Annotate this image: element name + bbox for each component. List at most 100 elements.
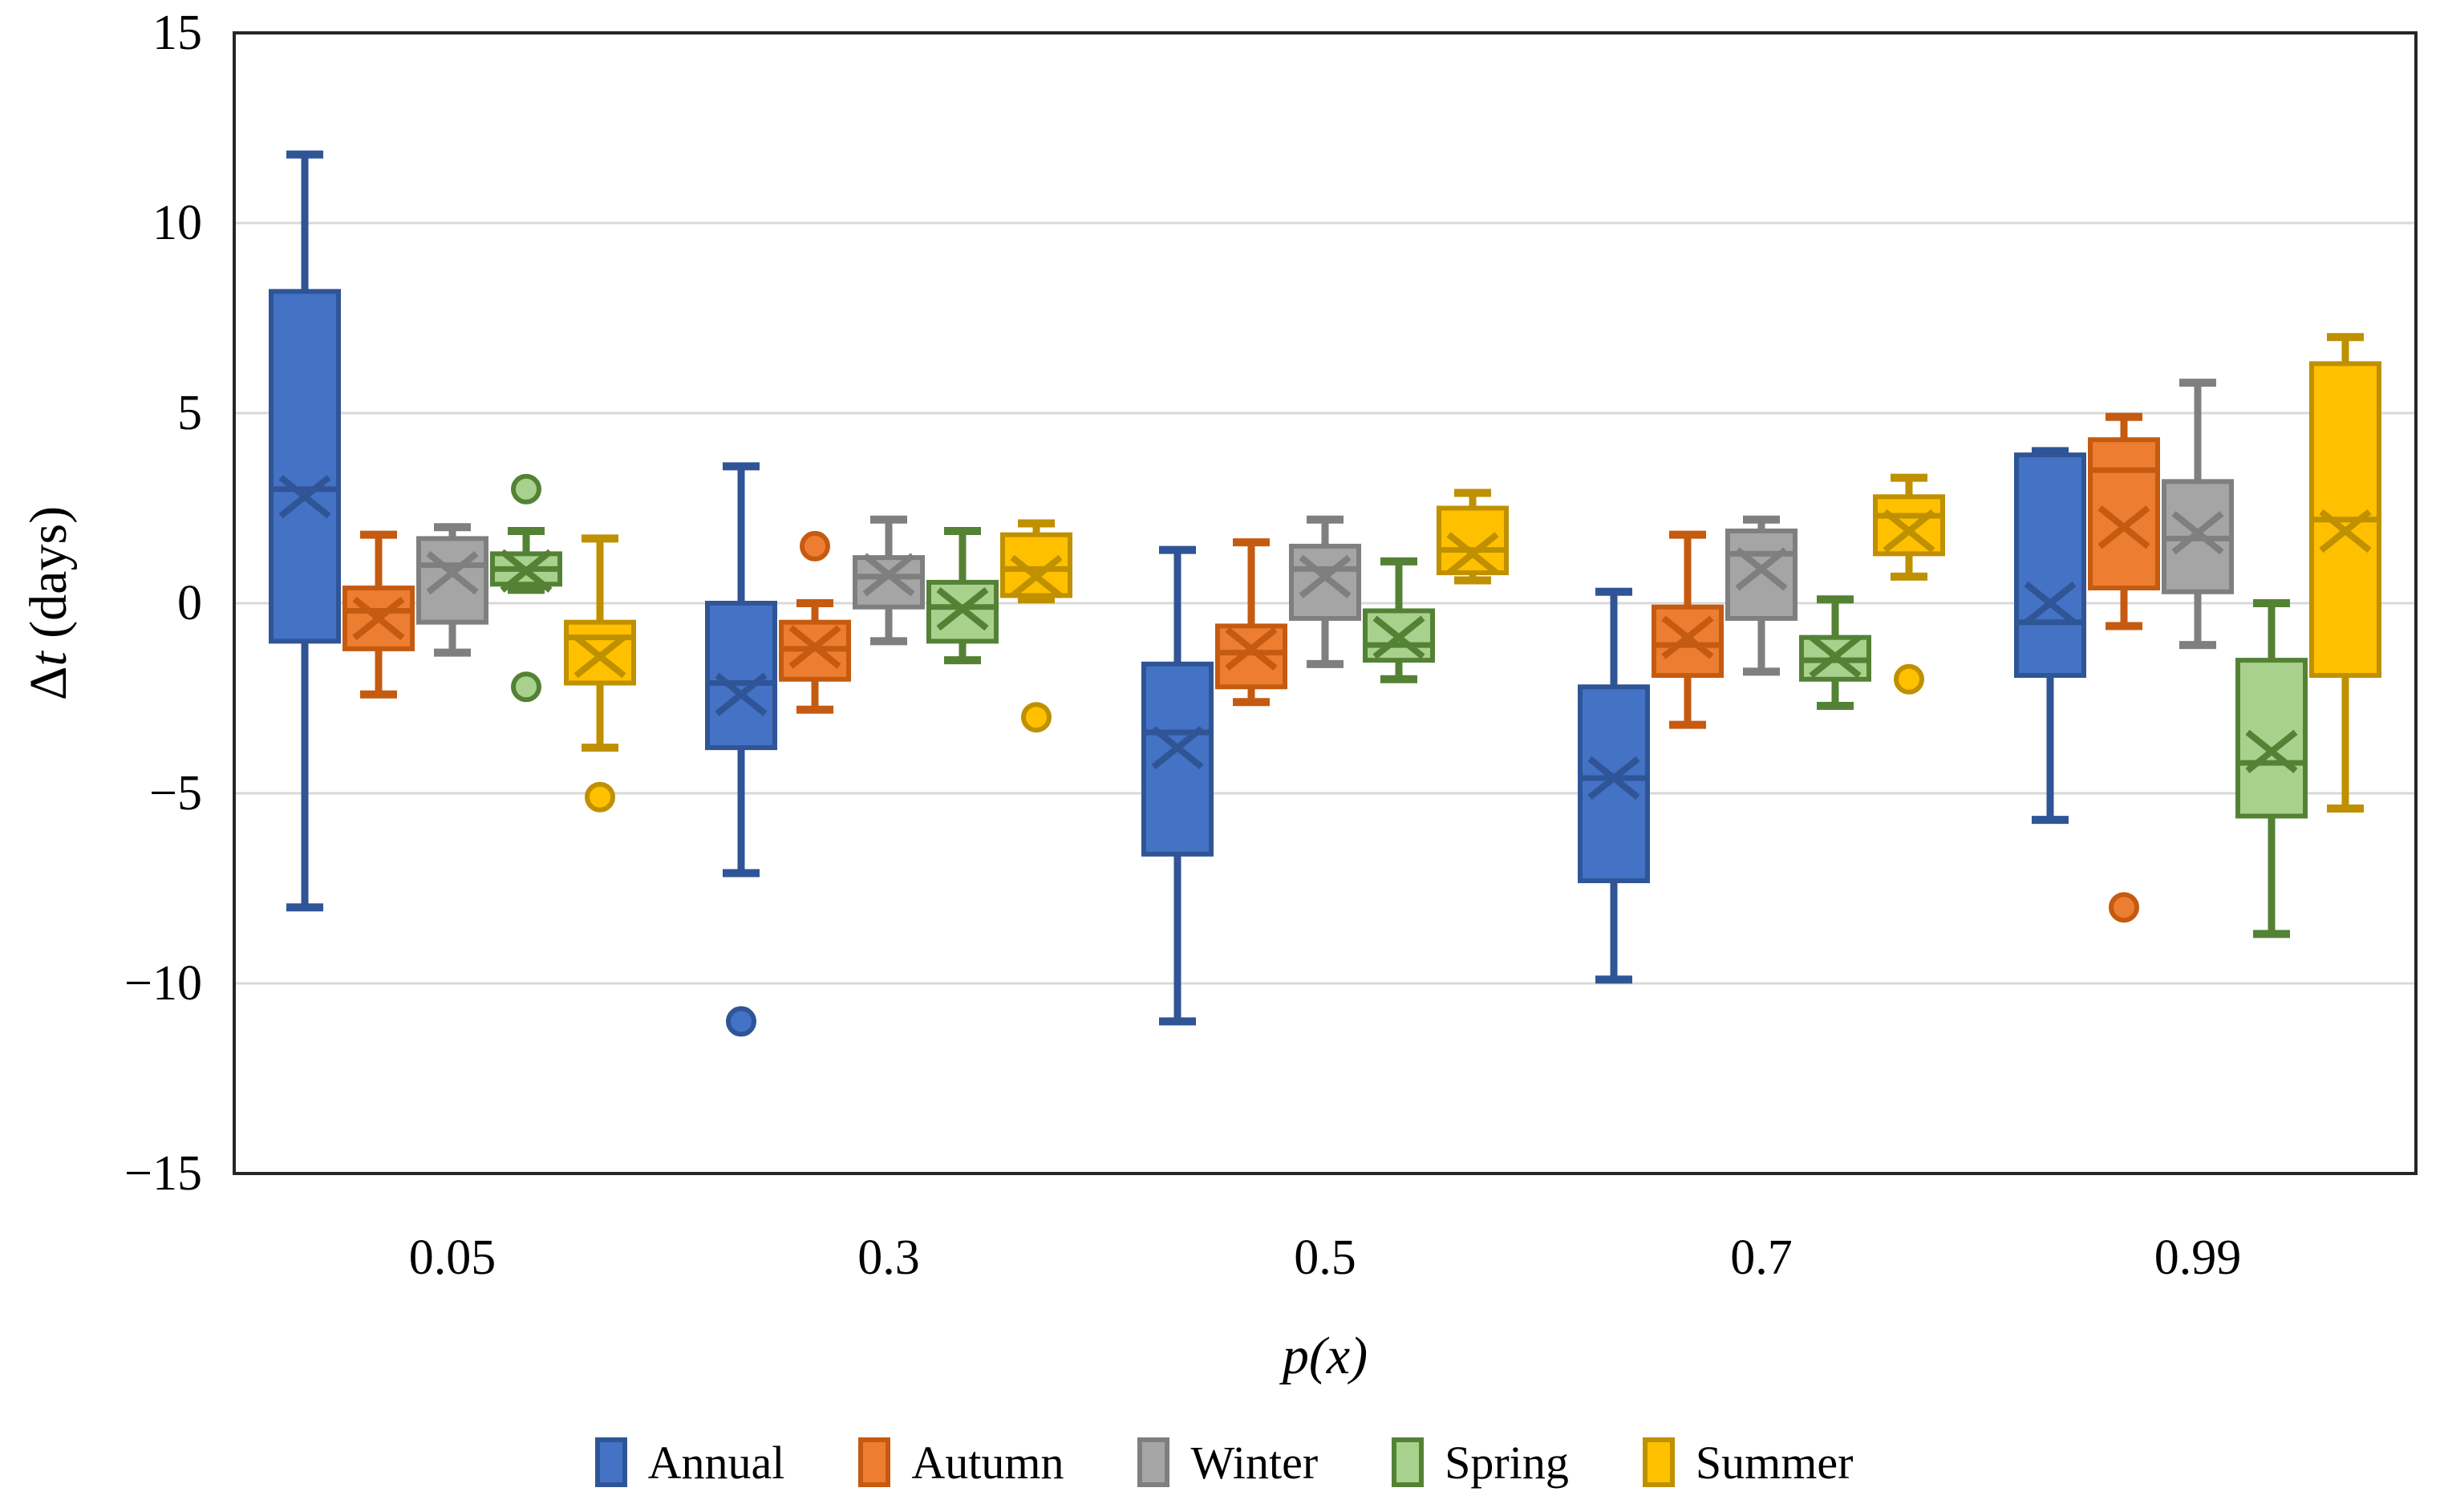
box-summer-0.3 xyxy=(1000,519,1072,733)
box-annual-0.7 xyxy=(1578,587,1650,984)
x-axis-title: p(x) xyxy=(1279,1327,1368,1385)
plot-border xyxy=(233,31,2418,1175)
legend-item-summer: Summer xyxy=(1642,1436,1854,1490)
mean-x-marker xyxy=(936,586,989,631)
legend-label-summer: Summer xyxy=(1695,1436,1854,1489)
box-spring-0.7 xyxy=(1799,595,1871,710)
y-tick-label: 10 xyxy=(152,196,202,250)
mean-x-marker xyxy=(1299,554,1352,598)
box-autumn-0.5 xyxy=(1215,538,1287,707)
outlier-point xyxy=(1021,702,1052,733)
mean-x-marker xyxy=(278,475,331,519)
outlier-point xyxy=(511,671,541,703)
iqr-box xyxy=(853,555,925,610)
iqr-box xyxy=(1725,528,1797,621)
legend-label-autumn: Autumn xyxy=(911,1436,1064,1489)
legend-item-annual: Annual xyxy=(594,1436,785,1490)
mean-x-marker xyxy=(1372,615,1425,659)
outlier-point xyxy=(800,530,830,561)
iqr-box xyxy=(1437,505,1509,576)
box-summer-0.05 xyxy=(564,534,636,813)
box-annual-0.05 xyxy=(269,150,341,912)
legend-swatch-summer xyxy=(1642,1437,1675,1487)
mean-x-marker xyxy=(2024,581,2077,626)
legend-item-spring: Spring xyxy=(1392,1436,1569,1490)
box-winter-0.7 xyxy=(1725,515,1797,676)
mean-x-marker xyxy=(2171,511,2224,555)
box-autumn-0.7 xyxy=(1652,530,1724,729)
x-tick-label: 0.5 xyxy=(1294,1230,1356,1285)
box-spring-0.3 xyxy=(926,526,999,665)
y-tick-label: −10 xyxy=(124,956,202,1011)
mean-x-marker xyxy=(1010,554,1063,598)
legend-label-spring: Spring xyxy=(1445,1436,1569,1489)
mean-x-marker xyxy=(1151,725,1204,770)
legend-swatch-autumn xyxy=(858,1437,891,1487)
iqr-box xyxy=(416,536,488,625)
y-tick-label: 15 xyxy=(152,6,202,60)
box-summer-0.5 xyxy=(1437,488,1509,585)
legend-swatch-spring xyxy=(1392,1437,1425,1487)
mean-x-marker xyxy=(1735,547,1788,591)
iqr-box xyxy=(2014,452,2086,679)
iqr-box xyxy=(2235,658,2308,819)
mean-x-marker xyxy=(862,553,915,597)
mean-x-marker xyxy=(352,596,405,641)
legend-label-winter: Winter xyxy=(1190,1436,1319,1489)
box-annual-0.5 xyxy=(1141,545,1214,1026)
legend-swatch-winter xyxy=(1137,1437,1170,1487)
x-tick-label: 0.7 xyxy=(1730,1230,1793,1285)
y-tick-label: 5 xyxy=(177,386,202,440)
box-autumn-0.05 xyxy=(342,530,415,699)
mean-x-marker xyxy=(573,634,626,679)
box-winter-0.5 xyxy=(1289,515,1361,668)
x-tick-label: 0.05 xyxy=(409,1230,496,1285)
iqr-box xyxy=(1873,494,1945,557)
outlier-point xyxy=(585,781,615,813)
iqr-box xyxy=(269,289,341,644)
mean-x-marker xyxy=(1883,509,1935,553)
iqr-box xyxy=(1141,661,1214,857)
legend-item-winter: Winter xyxy=(1137,1436,1318,1490)
box-winter-0.99 xyxy=(2162,379,2234,650)
mean-x-marker xyxy=(1809,634,1862,679)
mean-x-marker xyxy=(500,549,553,593)
y-axis-title: Δt (days) xyxy=(19,506,78,700)
box-annual-0.99 xyxy=(2014,447,2086,825)
x-tick-label: 0.3 xyxy=(857,1230,920,1285)
legend-label-annual: Annual xyxy=(647,1436,785,1489)
iqr-box xyxy=(1578,684,1650,884)
outlier-point xyxy=(511,473,541,505)
mean-x-marker xyxy=(2097,505,2150,549)
mean-x-marker xyxy=(788,625,841,669)
mean-x-marker xyxy=(1225,626,1278,671)
iqr-box xyxy=(2088,437,2160,591)
y-tick-label: 0 xyxy=(177,576,202,630)
box-spring-0.99 xyxy=(2235,599,2308,938)
box-winter-0.05 xyxy=(416,523,488,657)
legend-swatch-annual xyxy=(594,1437,627,1487)
y-tick-label: −15 xyxy=(124,1146,202,1201)
box-spring-0.05 xyxy=(490,473,562,703)
legend-item-autumn: Autumn xyxy=(858,1436,1064,1490)
outlier-point xyxy=(2109,892,2139,923)
iqr-box xyxy=(1000,532,1072,598)
mean-x-marker xyxy=(1446,532,1499,576)
box-summer-0.99 xyxy=(2309,333,2381,813)
mean-x-marker xyxy=(2245,729,2298,773)
box-winter-0.3 xyxy=(853,515,925,646)
box-spring-0.5 xyxy=(1363,557,1435,683)
legend: Annual Autumn Winter Spring Summer xyxy=(0,1418,2448,1506)
outlier-point xyxy=(726,1006,756,1037)
outlier-point xyxy=(1894,663,1924,695)
mean-x-marker xyxy=(426,550,479,595)
box-summer-0.7 xyxy=(1873,473,1945,695)
mean-x-marker xyxy=(1661,615,1714,659)
x-tick-label: 0.99 xyxy=(2154,1230,2242,1285)
iqr-box xyxy=(1215,623,1287,690)
mean-x-marker xyxy=(1587,756,1640,801)
y-tick-label: −5 xyxy=(149,766,202,821)
mean-x-marker xyxy=(2319,509,2372,553)
